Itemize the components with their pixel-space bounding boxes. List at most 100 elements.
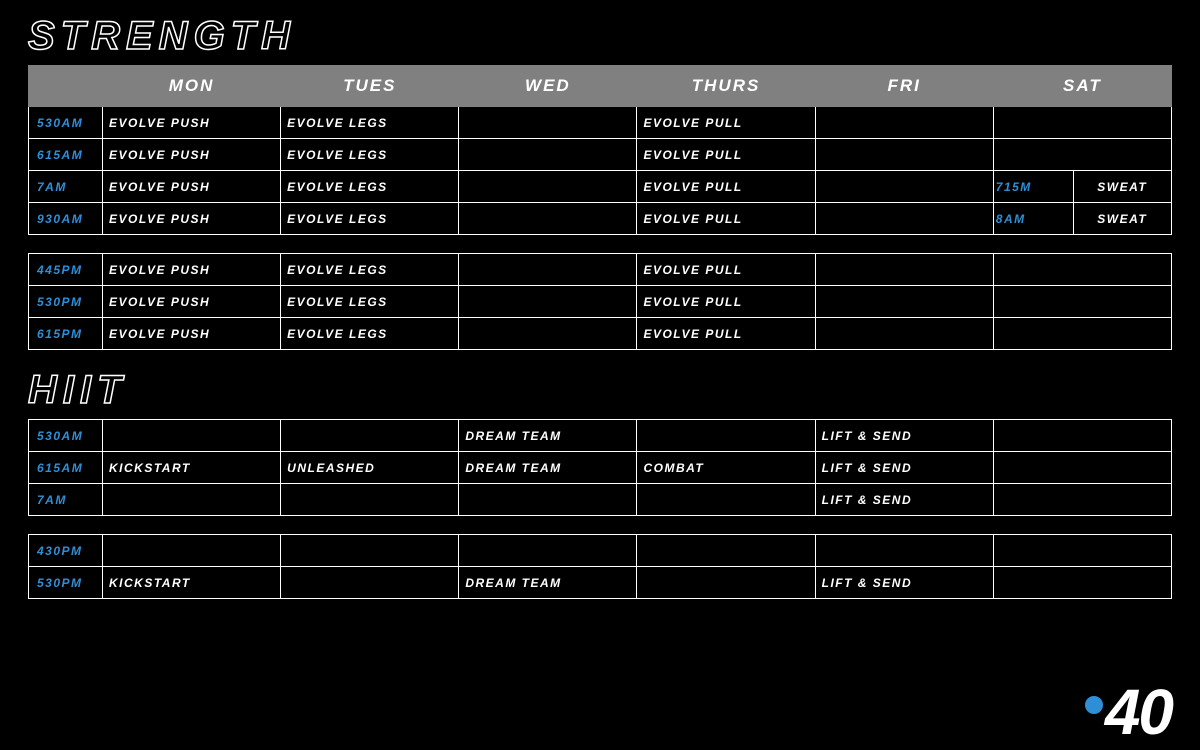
- table-row: 930AMEVOLVE PUSHEVOLVE LEGS EVOLVE PULL 8A…: [29, 203, 1172, 235]
- schedule-table: 445PMEVOLVE PUSHEVOLVE LEGS EVOLVE PULL 53…: [28, 253, 1172, 350]
- class-cell: LIFT & SEND: [815, 484, 993, 516]
- class-cell: LIFT & SEND: [815, 420, 993, 452]
- class-cell: [993, 535, 1171, 567]
- table-row: 615PMEVOLVE PUSHEVOLVE LEGSEVOLVE PULL: [29, 318, 1172, 350]
- class-cell: [637, 484, 815, 516]
- day-header: SAT: [993, 66, 1171, 107]
- class-cell: [281, 420, 459, 452]
- class-cell: [459, 203, 637, 235]
- class-cell: [993, 420, 1171, 452]
- time-cell: 530AM: [29, 107, 103, 139]
- class-cell: KICKSTART: [103, 452, 281, 484]
- class-cell: 715MSWEAT: [993, 171, 1171, 203]
- class-cell: EVOLVE PUSH: [103, 254, 281, 286]
- class-cell: [637, 535, 815, 567]
- class-cell: EVOLVE LEGS: [281, 171, 459, 203]
- time-cell: 7AM: [29, 484, 103, 516]
- class-cell: EVOLVE PULL: [637, 254, 815, 286]
- schedule-block: 445PMEVOLVE PUSHEVOLVE LEGS EVOLVE PULL 53…: [28, 253, 1172, 350]
- class-cell: EVOLVE PULL: [637, 139, 815, 171]
- schedule-table: 530AMDREAM TEAMLIFT & SEND615AMKICKSTART…: [28, 419, 1172, 516]
- class-cell: [993, 567, 1171, 599]
- logo-dot-icon: [1085, 696, 1103, 714]
- class-cell: EVOLVE PUSH: [103, 107, 281, 139]
- sections-container: STRENGTHMONTUESWEDTHURSFRISAT530AMEVOLVE…: [28, 14, 1172, 599]
- class-cell: DREAM TEAM: [459, 567, 637, 599]
- class-cell: [815, 139, 993, 171]
- time-cell: 430PM: [29, 535, 103, 567]
- class-cell: [459, 484, 637, 516]
- class-cell: [281, 567, 459, 599]
- time-cell: 7AM: [29, 171, 103, 203]
- class-cell: [993, 107, 1171, 139]
- class-cell: [459, 107, 637, 139]
- class-cell: [459, 286, 637, 318]
- class-cell: EVOLVE PULL: [637, 171, 815, 203]
- class-cell: [281, 535, 459, 567]
- time-cell: 615AM: [29, 139, 103, 171]
- class-cell: EVOLVE PULL: [637, 318, 815, 350]
- class-cell: EVOLVE LEGS: [281, 286, 459, 318]
- class-cell: EVOLVE PUSH: [103, 139, 281, 171]
- class-cell: EVOLVE PULL: [637, 203, 815, 235]
- class-cell: [281, 484, 459, 516]
- table-row: 530PMKICKSTART DREAM TEAM LIFT & SEND: [29, 567, 1172, 599]
- class-cell: EVOLVE LEGS: [281, 318, 459, 350]
- class-cell: [815, 286, 993, 318]
- class-cell: KICKSTART: [103, 567, 281, 599]
- class-cell: EVOLVE PUSH: [103, 203, 281, 235]
- schedule-table: 430PM530PMKICKSTART DREAM TEAM LIFT & SEND: [28, 534, 1172, 599]
- day-header: THURS: [637, 66, 815, 107]
- day-header: WED: [459, 66, 637, 107]
- class-cell: [103, 420, 281, 452]
- sat-time-cell: 8AM: [994, 203, 1074, 234]
- day-header: MON: [103, 66, 281, 107]
- sat-class-cell: SWEAT: [1074, 171, 1171, 202]
- time-cell: 530PM: [29, 286, 103, 318]
- class-cell: [993, 318, 1171, 350]
- class-cell: DREAM TEAM: [459, 420, 637, 452]
- table-row: 615AMEVOLVE PUSHEVOLVE LEGS EVOLVE PULL: [29, 139, 1172, 171]
- class-cell: EVOLVE LEGS: [281, 254, 459, 286]
- class-cell: [459, 139, 637, 171]
- class-cell: EVOLVE LEGS: [281, 107, 459, 139]
- section-title: STRENGTH: [28, 14, 1172, 59]
- class-cell: [815, 203, 993, 235]
- class-cell: 8AMSWEAT: [993, 203, 1171, 235]
- schedule-block: 530AMDREAM TEAMLIFT & SEND615AMKICKSTART…: [28, 419, 1172, 516]
- time-cell: 930AM: [29, 203, 103, 235]
- header-blank: [29, 66, 103, 107]
- class-cell: [993, 286, 1171, 318]
- class-cell: [103, 484, 281, 516]
- class-cell: [459, 535, 637, 567]
- brand-logo: 40: [1085, 684, 1172, 742]
- table-row: 530PMEVOLVE PUSHEVOLVE LEGSEVOLVE PULL: [29, 286, 1172, 318]
- class-cell: [815, 535, 993, 567]
- class-cell: EVOLVE LEGS: [281, 139, 459, 171]
- schedule-table: MONTUESWEDTHURSFRISAT530AMEVOLVE PUSHEVO…: [28, 65, 1172, 235]
- class-cell: EVOLVE PUSH: [103, 171, 281, 203]
- class-cell: EVOLVE PULL: [637, 107, 815, 139]
- day-header: FRI: [815, 66, 993, 107]
- time-cell: 530PM: [29, 567, 103, 599]
- schedule-page: STRENGTHMONTUESWEDTHURSFRISAT530AMEVOLVE…: [0, 0, 1200, 750]
- class-cell: UNLEASHED: [281, 452, 459, 484]
- class-cell: [815, 254, 993, 286]
- class-cell: EVOLVE LEGS: [281, 203, 459, 235]
- class-cell: [815, 318, 993, 350]
- sat-class-cell: SWEAT: [1074, 203, 1171, 234]
- table-row: 7AMEVOLVE PUSHEVOLVE LEGS EVOLVE PULL 715M…: [29, 171, 1172, 203]
- class-cell: EVOLVE PULL: [637, 286, 815, 318]
- class-cell: [459, 254, 637, 286]
- class-cell: [993, 139, 1171, 171]
- time-cell: 445PM: [29, 254, 103, 286]
- class-cell: COMBAT: [637, 452, 815, 484]
- table-row: 530AMDREAM TEAMLIFT & SEND: [29, 420, 1172, 452]
- class-cell: [103, 535, 281, 567]
- class-cell: DREAM TEAM: [459, 452, 637, 484]
- class-cell: LIFT & SEND: [815, 567, 993, 599]
- logo-number: 40: [1105, 684, 1172, 742]
- class-cell: LIFT & SEND: [815, 452, 993, 484]
- class-cell: [459, 171, 637, 203]
- class-cell: [993, 254, 1171, 286]
